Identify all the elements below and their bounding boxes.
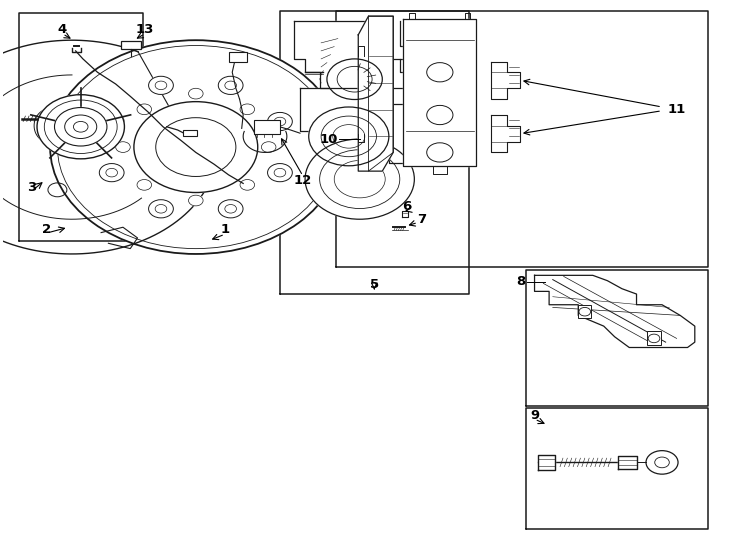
Circle shape — [305, 139, 415, 219]
Text: 5: 5 — [370, 278, 379, 291]
Text: 6: 6 — [402, 200, 412, 213]
Polygon shape — [402, 211, 408, 217]
Text: 4: 4 — [58, 23, 67, 36]
Polygon shape — [534, 275, 695, 348]
Circle shape — [268, 112, 292, 131]
Circle shape — [134, 102, 258, 192]
Bar — [254, 120, 280, 134]
Circle shape — [268, 164, 292, 182]
Text: 12: 12 — [294, 174, 312, 187]
Circle shape — [50, 40, 341, 254]
Circle shape — [37, 94, 125, 159]
Circle shape — [218, 76, 243, 94]
Text: 2: 2 — [42, 224, 51, 237]
Circle shape — [116, 141, 130, 152]
Text: 9: 9 — [530, 409, 539, 422]
Polygon shape — [618, 456, 636, 469]
Circle shape — [137, 179, 152, 190]
Text: 11: 11 — [667, 103, 686, 116]
Polygon shape — [491, 115, 520, 152]
Text: 7: 7 — [417, 213, 426, 226]
Circle shape — [327, 59, 382, 99]
Bar — [228, 52, 247, 62]
Bar — [647, 332, 661, 345]
Text: 3: 3 — [27, 181, 37, 194]
Circle shape — [156, 118, 236, 177]
Circle shape — [137, 104, 152, 114]
Circle shape — [309, 107, 389, 166]
Circle shape — [261, 141, 276, 152]
Circle shape — [99, 112, 124, 131]
Circle shape — [148, 200, 173, 218]
Polygon shape — [491, 62, 520, 99]
Polygon shape — [300, 88, 425, 163]
Polygon shape — [294, 22, 415, 88]
Circle shape — [189, 195, 203, 206]
Polygon shape — [404, 19, 476, 166]
Bar — [184, 130, 197, 137]
Circle shape — [240, 179, 255, 190]
Bar — [121, 40, 141, 49]
Circle shape — [218, 200, 243, 218]
Circle shape — [189, 88, 203, 99]
Polygon shape — [400, 22, 458, 88]
Circle shape — [148, 76, 173, 94]
Circle shape — [99, 164, 124, 182]
Text: 13: 13 — [136, 23, 154, 36]
Circle shape — [426, 143, 453, 162]
Circle shape — [240, 104, 255, 114]
Text: 8: 8 — [517, 275, 526, 288]
Text: 1: 1 — [220, 224, 230, 237]
Polygon shape — [358, 16, 393, 171]
Circle shape — [646, 451, 678, 474]
Text: 10: 10 — [319, 132, 338, 146]
Polygon shape — [538, 455, 555, 470]
Circle shape — [426, 63, 453, 82]
Bar — [578, 305, 592, 318]
Circle shape — [426, 105, 453, 125]
